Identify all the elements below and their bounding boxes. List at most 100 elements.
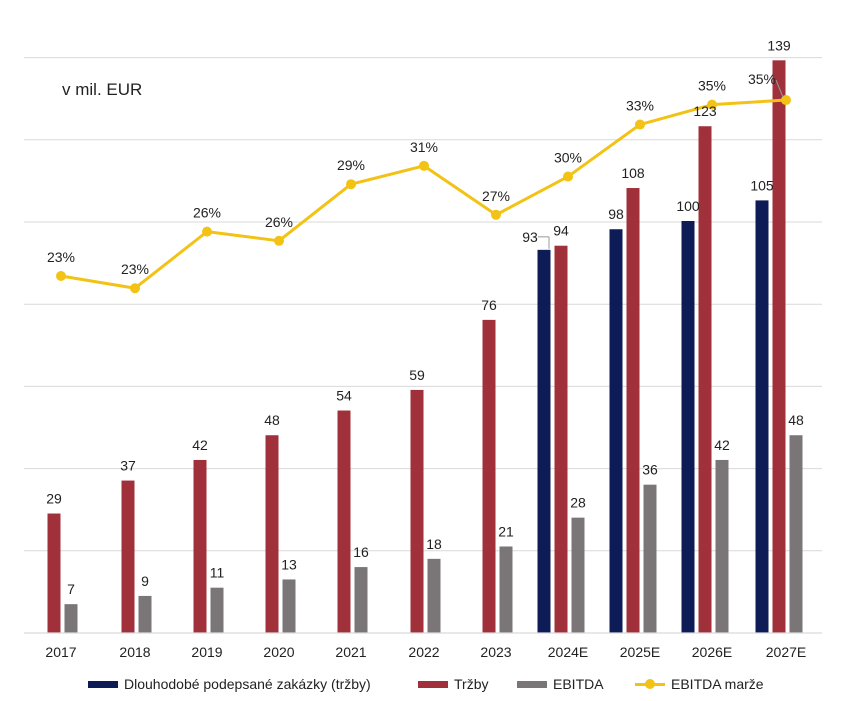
- bar-ebitda: [499, 546, 513, 633]
- legend-item-revenue: Tržby: [418, 676, 488, 692]
- data-label-ebitda: 18: [426, 536, 442, 552]
- bar-ebitda: [789, 435, 803, 633]
- data-label-revenue: 37: [120, 458, 136, 474]
- x-tick-label: 2019: [191, 644, 222, 660]
- margin-point: [274, 235, 284, 246]
- combo-chart: 29 7 23% 37 9 23% 42 11 26% 48 13 26% 54 16 29% 59 18 31%…: [24, 37, 822, 660]
- bar-ebitda: [64, 604, 78, 633]
- legend-label-ebitda: EBITDA: [553, 676, 604, 692]
- data-label-revenue: 54: [336, 388, 352, 404]
- legend-swatch-margin: [635, 678, 665, 689]
- bar-revenue: [626, 188, 640, 634]
- data-label-ebitda: 42: [714, 437, 730, 453]
- legend-item-ebitda: EBITDA: [517, 676, 604, 692]
- bars: [47, 60, 803, 634]
- x-tick-label: 2017: [45, 644, 76, 660]
- bar-revenue: [482, 319, 496, 633]
- data-label-contracts: 105: [750, 177, 774, 193]
- bar-revenue: [337, 410, 351, 633]
- legend-item-contracts: Dlouhodobé podepsané zakázky (tržby): [88, 676, 371, 692]
- data-label-margin: 26%: [265, 214, 293, 230]
- x-tick-label: 2022: [408, 644, 439, 660]
- x-tick-label: 2018: [119, 644, 150, 660]
- bar-contracts: [755, 200, 769, 633]
- x-axis: 2017 2018 2019 2020 2021 2022 2023 2024E 2025E 20…: [24, 632, 822, 660]
- bar-revenue: [410, 389, 424, 633]
- data-label-margin: 31%: [410, 139, 438, 155]
- data-label-ebitda: 16: [353, 544, 369, 560]
- bar-revenue: [193, 459, 207, 633]
- bar-ebitda: [138, 595, 152, 633]
- bar-revenue: [772, 60, 786, 633]
- data-label-ebitda: 9: [141, 573, 149, 589]
- data-label-ebitda: 36: [642, 462, 658, 478]
- margin-point: [563, 171, 573, 182]
- bar-revenue: [554, 245, 568, 633]
- leader-line: [775, 79, 784, 98]
- x-tick-label: 2020: [263, 644, 294, 660]
- data-label-revenue: 139: [767, 37, 791, 53]
- bar-contracts: [537, 249, 551, 633]
- data-label-ebitda: 13: [281, 556, 297, 572]
- gridlines: [24, 57, 822, 552]
- bar-contracts: [681, 221, 695, 633]
- data-label-margin: 23%: [121, 261, 149, 277]
- data-label-margin: 29%: [337, 157, 365, 173]
- legend-swatch-contracts: [88, 680, 118, 688]
- data-label-margin: 26%: [193, 205, 221, 221]
- bar-ebitda: [715, 459, 729, 633]
- data-label-revenue: 48: [264, 412, 280, 428]
- bar-revenue: [698, 126, 712, 634]
- bar-ebitda: [282, 579, 296, 633]
- margin-point: [491, 209, 501, 220]
- data-label-revenue: 108: [621, 165, 645, 181]
- data-label-margin: 27%: [482, 188, 510, 204]
- x-tick-label: 2021: [335, 644, 366, 660]
- margin-point: [202, 226, 212, 237]
- legend-label-contracts: Dlouhodobé podepsané zakázky (tržby): [124, 676, 371, 692]
- data-label-contracts: 100: [676, 198, 700, 214]
- data-label-ebitda: 21: [498, 523, 514, 539]
- data-label-revenue: 42: [192, 437, 208, 453]
- margin-point: [56, 271, 66, 281]
- margin-point: [130, 283, 140, 294]
- data-label-revenue: 123: [693, 103, 717, 119]
- data-label-ebitda: 28: [570, 495, 586, 511]
- bar-ebitda: [427, 558, 441, 633]
- data-labels: 29 7 23% 37 9 23% 42 11 26% 48 13 26% 54 16 29% 59 18 31%…: [46, 37, 804, 597]
- data-label-margin: 33%: [626, 98, 654, 114]
- margin-line: [56, 95, 791, 294]
- data-label-revenue: 59: [409, 367, 425, 383]
- legend-swatch-ebitda: [517, 680, 547, 688]
- data-label-revenue: 29: [46, 491, 62, 507]
- bar-ebitda: [354, 567, 368, 633]
- unit-label: v mil. EUR: [62, 80, 143, 99]
- bar-contracts: [609, 229, 623, 634]
- data-label-margin: 23%: [47, 249, 75, 265]
- margin-series-line: [60, 98, 787, 290]
- data-label-contracts: 98: [608, 206, 624, 222]
- data-label-ebitda: 48: [788, 412, 804, 428]
- margin-point: [707, 99, 717, 110]
- data-label-margin: 35%: [748, 71, 776, 87]
- bar-revenue: [121, 480, 135, 633]
- bar-revenue: [265, 435, 279, 633]
- bar-ebitda: [210, 587, 224, 633]
- margin-point: [635, 119, 645, 130]
- data-label-ebitda: 11: [210, 565, 225, 581]
- legend-label-revenue: Tržby: [454, 676, 489, 692]
- bar-revenue: [47, 513, 61, 633]
- x-tick-label: 2027E: [766, 644, 806, 660]
- legend-swatch-revenue: [418, 680, 448, 688]
- margin-point: [419, 160, 429, 171]
- x-tick-label: 2025E: [620, 644, 660, 660]
- data-label-revenue: 94: [553, 223, 569, 239]
- x-tick-label: 2024E: [548, 644, 588, 660]
- data-label-margin: 35%: [698, 78, 726, 94]
- bar-ebitda: [643, 484, 657, 633]
- bar-ebitda: [571, 517, 585, 633]
- margin-point: [346, 179, 356, 190]
- data-label-margin: 30%: [554, 150, 582, 166]
- legend-label-margin: EBITDA marže: [671, 676, 764, 692]
